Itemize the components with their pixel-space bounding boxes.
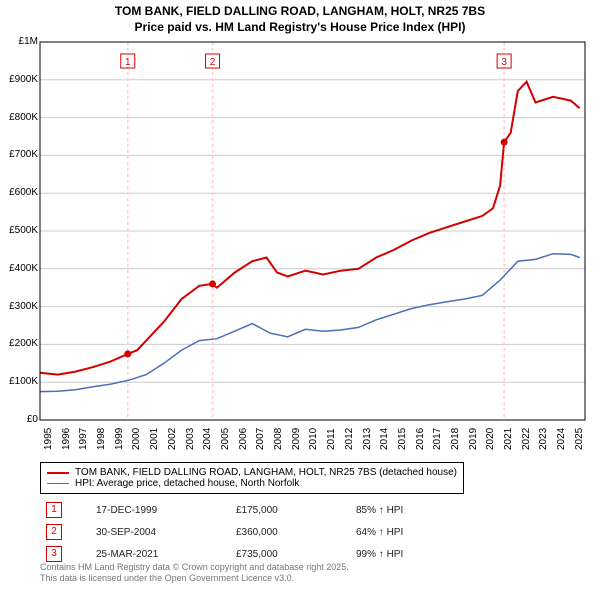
event-price: £360,000: [232, 522, 350, 542]
chart-container: TOM BANK, FIELD DALLING ROAD, LANGHAM, H…: [0, 0, 600, 590]
y-tick-label: £0: [0, 414, 38, 425]
event-delta: 85% ↑ HPI: [352, 500, 470, 520]
x-tick-label: 2014: [379, 428, 390, 450]
legend-row: HPI: Average price, detached house, Nort…: [47, 478, 457, 489]
event-marker-box: 3: [46, 546, 62, 562]
x-tick-label: 2007: [255, 428, 266, 450]
legend-swatch: [47, 483, 69, 484]
event-marker-box: 1: [46, 502, 62, 518]
y-tick-label: £900K: [0, 74, 38, 85]
x-tick-label: 2003: [185, 428, 196, 450]
x-tick-label: 2011: [326, 428, 337, 450]
x-tick-label: 1998: [96, 428, 107, 450]
x-tick-label: 2022: [521, 428, 532, 450]
x-tick-label: 2021: [503, 428, 514, 450]
event-price: £735,000: [232, 544, 350, 564]
x-tick-label: 2005: [220, 428, 231, 450]
x-tick-label: 2010: [308, 428, 319, 450]
y-tick-label: £300K: [0, 301, 38, 312]
y-tick-label: £600K: [0, 187, 38, 198]
footer-line-1: Contains HM Land Registry data © Crown c…: [40, 562, 349, 573]
y-tick-label: £500K: [0, 225, 38, 236]
x-tick-label: 2016: [415, 428, 426, 450]
x-tick-label: 2020: [485, 428, 496, 450]
x-tick-label: 2024: [556, 428, 567, 450]
event-row: 1 17-DEC-1999£175,00085% ↑ HPI: [42, 500, 470, 520]
x-tick-label: 2009: [291, 428, 302, 450]
svg-text:3: 3: [501, 57, 507, 68]
x-tick-label: 1996: [61, 428, 72, 450]
event-date: 30-SEP-2004: [92, 522, 230, 542]
footer-line-2: This data is licensed under the Open Gov…: [40, 573, 349, 584]
event-delta: 64% ↑ HPI: [352, 522, 470, 542]
svg-text:2: 2: [210, 57, 216, 68]
y-tick-label: £700K: [0, 149, 38, 160]
x-tick-label: 2023: [538, 428, 549, 450]
footer-attribution: Contains HM Land Registry data © Crown c…: [40, 562, 349, 585]
event-row: 2 30-SEP-2004£360,00064% ↑ HPI: [42, 522, 470, 542]
x-tick-label: 2002: [167, 428, 178, 450]
legend-label: TOM BANK, FIELD DALLING ROAD, LANGHAM, H…: [75, 467, 457, 478]
x-tick-label: 1997: [78, 428, 89, 450]
legend: TOM BANK, FIELD DALLING ROAD, LANGHAM, H…: [40, 462, 464, 494]
x-tick-label: 2018: [450, 428, 461, 450]
event-delta: 99% ↑ HPI: [352, 544, 470, 564]
y-tick-label: £200K: [0, 338, 38, 349]
y-tick-label: £100K: [0, 376, 38, 387]
y-tick-label: £400K: [0, 263, 38, 274]
legend-row: TOM BANK, FIELD DALLING ROAD, LANGHAM, H…: [47, 467, 457, 478]
x-tick-label: 2008: [273, 428, 284, 450]
x-tick-label: 2025: [574, 428, 585, 450]
event-row: 3 25-MAR-2021£735,00099% ↑ HPI: [42, 544, 470, 564]
event-price: £175,000: [232, 500, 350, 520]
event-date: 25-MAR-2021: [92, 544, 230, 564]
x-tick-label: 2000: [131, 428, 142, 450]
y-tick-label: £1M: [0, 36, 38, 47]
plot: 1 2 3: [0, 0, 587, 422]
x-tick-label: 1999: [114, 428, 125, 450]
x-tick-label: 2013: [362, 428, 373, 450]
legend-label: HPI: Average price, detached house, Nort…: [75, 478, 299, 489]
svg-text:1: 1: [125, 57, 131, 68]
event-marker-box: 2: [46, 524, 62, 540]
x-tick-label: 2019: [468, 428, 479, 450]
x-tick-label: 2001: [149, 428, 160, 450]
x-tick-label: 2017: [432, 428, 443, 450]
event-date: 17-DEC-1999: [92, 500, 230, 520]
x-tick-label: 2006: [238, 428, 249, 450]
legend-swatch: [47, 472, 69, 474]
y-tick-label: £800K: [0, 112, 38, 123]
x-tick-label: 2004: [202, 428, 213, 450]
x-tick-label: 2015: [397, 428, 408, 450]
event-table: 1 17-DEC-1999£175,00085% ↑ HPI 2 30-SEP-200…: [40, 498, 472, 566]
x-tick-label: 1995: [43, 428, 54, 450]
x-tick-label: 2012: [344, 428, 355, 450]
